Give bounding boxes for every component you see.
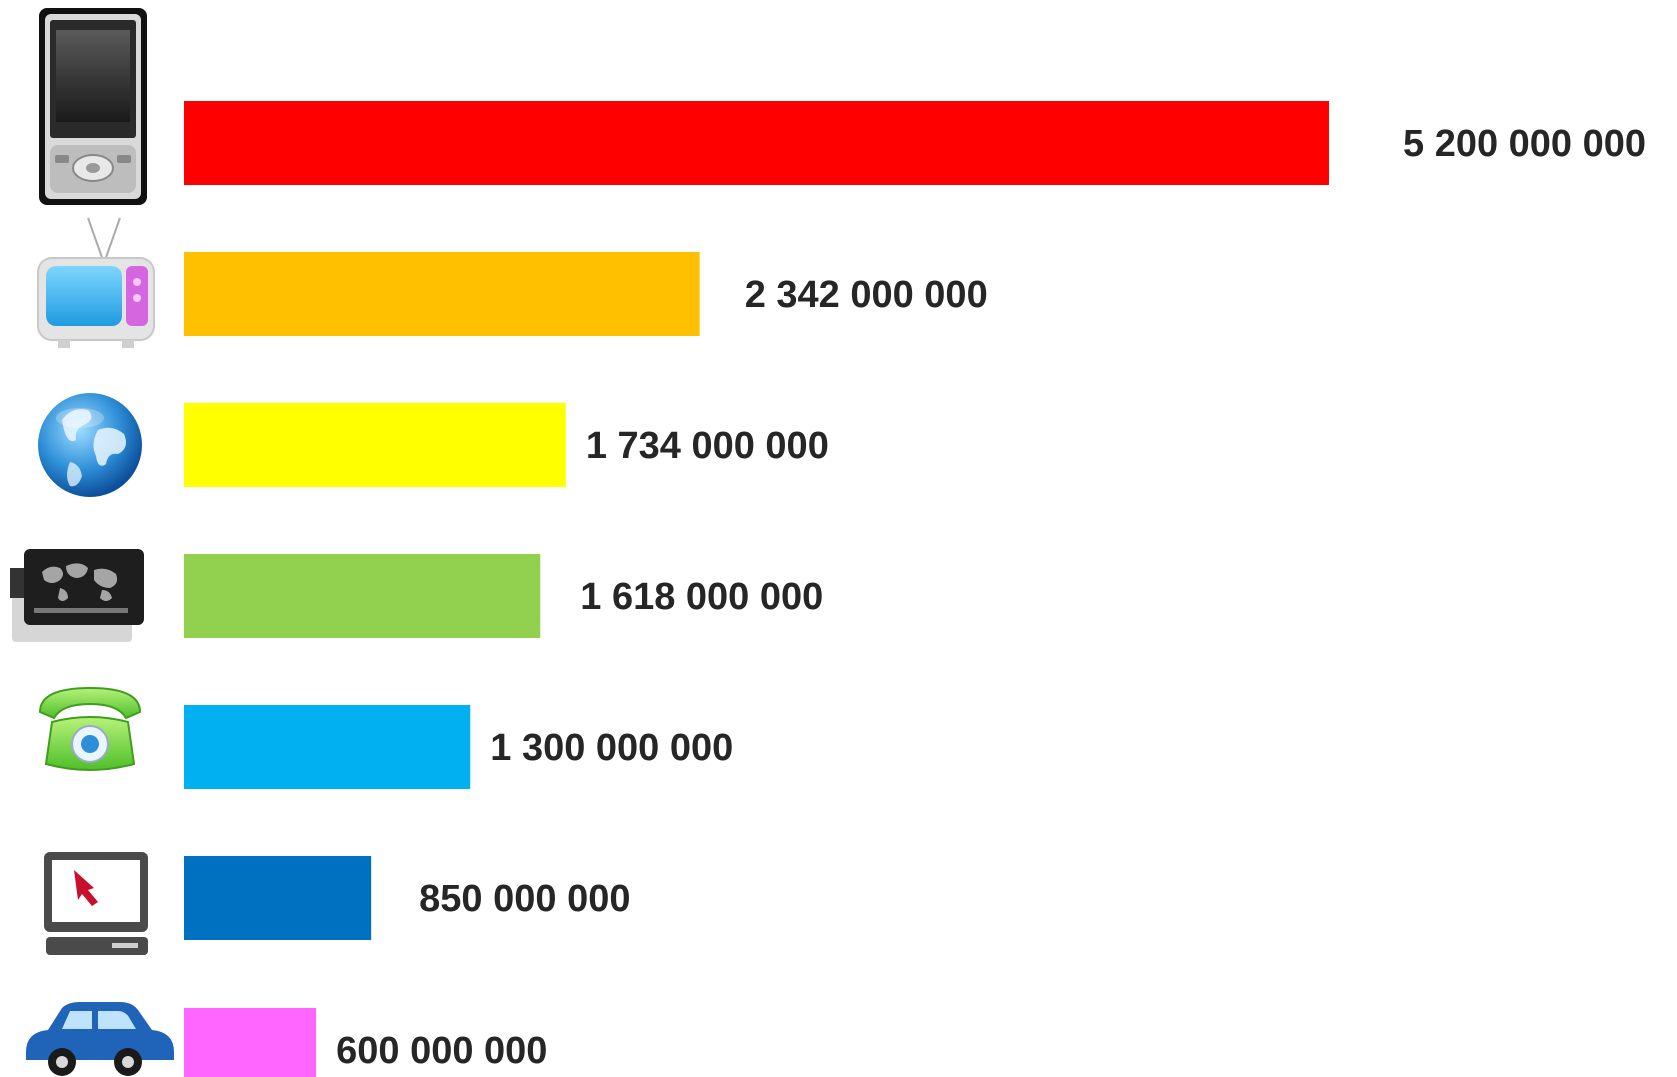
value-label-4: 1 618 000 000 [580, 576, 823, 618]
bar-1 [184, 101, 1329, 185]
car-icon [26, 1002, 174, 1076]
bank-card-icon [10, 549, 144, 642]
bars-layer [184, 101, 1329, 1077]
bar-7 [184, 1008, 317, 1077]
mobile-phone-icon [39, 8, 147, 205]
value-label-1: 5 200 000 000 [1403, 123, 1646, 165]
television-icon [37, 217, 155, 348]
bar-5 [184, 705, 471, 789]
value-label-5: 1 300 000 000 [490, 727, 733, 769]
globe-icon [38, 393, 142, 497]
telephone-icon [38, 686, 142, 771]
bar-3 [184, 403, 566, 487]
value-label-6: 850 000 000 [419, 878, 630, 920]
value-label-7: 600 000 000 [336, 1030, 547, 1072]
value-label-2: 2 342 000 000 [745, 274, 988, 316]
computer-icon [44, 852, 148, 955]
bar-6 [184, 856, 372, 940]
bar-2 [184, 252, 700, 336]
bar-4 [184, 554, 541, 638]
value-labels-layer: 5 200 000 000 2 342 000 000 1 734 000 000 1… [336, 123, 1646, 1072]
value-label-3: 1 734 000 000 [586, 425, 829, 467]
